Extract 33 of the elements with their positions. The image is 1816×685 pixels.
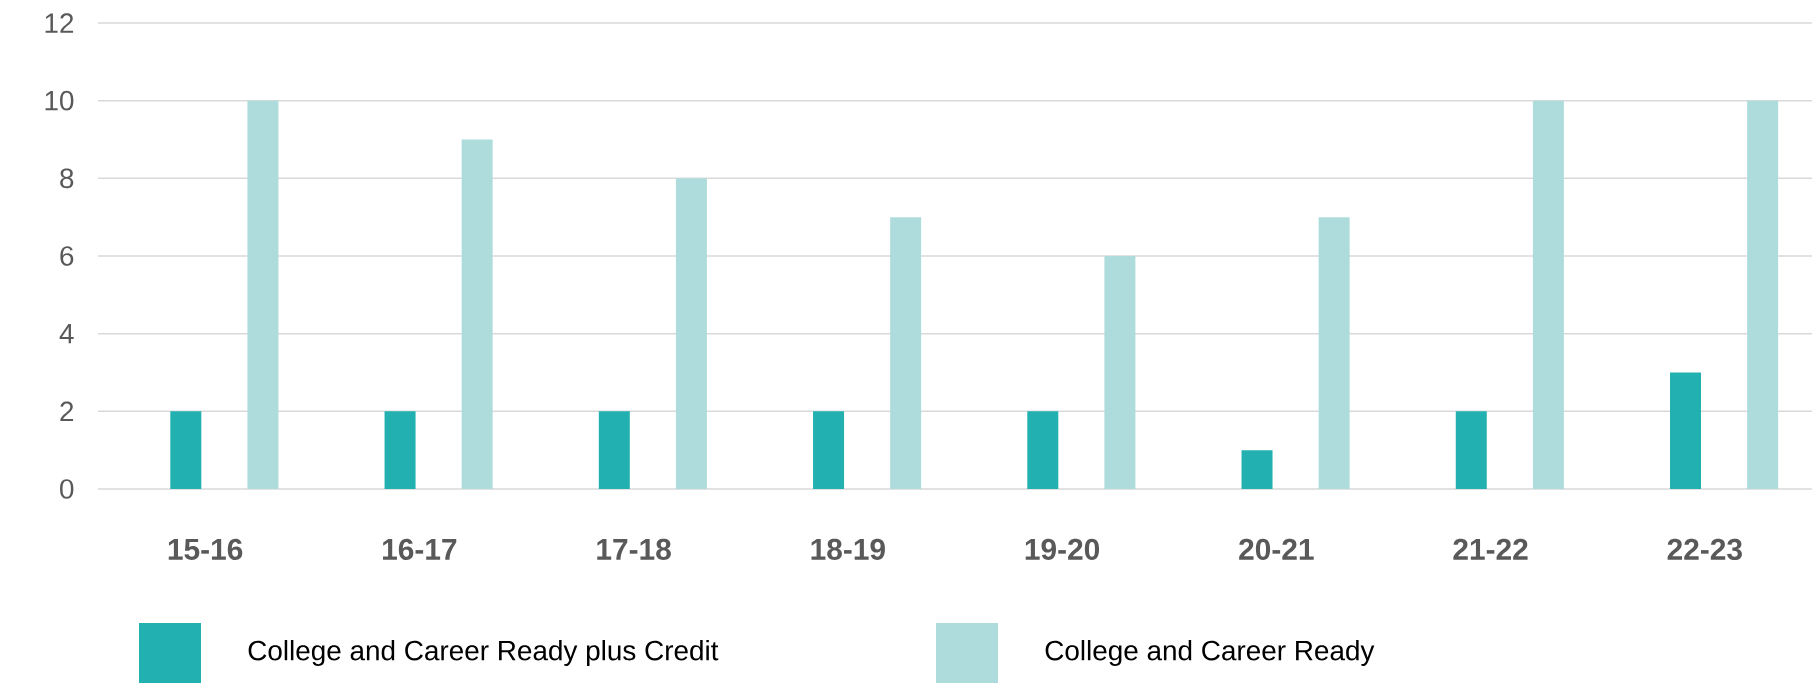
x-tick-label: 22-23 — [1667, 538, 1742, 560]
bar — [1455, 411, 1487, 489]
y-tick-label: 12 — [45, 13, 74, 33]
bar — [1670, 372, 1702, 489]
legend-label: College and Career Ready plus Credit — [248, 640, 719, 666]
x-tick-label: 17-18 — [597, 538, 671, 560]
bar — [170, 411, 202, 489]
bar — [461, 139, 493, 489]
y-tick-label: 2 — [60, 401, 74, 422]
y-tick-label: 4 — [59, 324, 74, 344]
bar — [1318, 217, 1350, 489]
bar — [598, 411, 630, 489]
bar — [890, 217, 922, 489]
legend-label: College and Career Ready — [1045, 640, 1375, 666]
x-tick-label: 15-16 — [168, 538, 243, 560]
bar — [675, 178, 707, 489]
bar — [384, 411, 416, 489]
y-tick-label: 0 — [60, 479, 74, 499]
x-tick-label: 18-19 — [811, 538, 885, 560]
x-tick-label: 20-21 — [1239, 538, 1314, 560]
bar — [1241, 450, 1273, 489]
x-tick-label: 16-17 — [383, 538, 457, 560]
bar — [1104, 256, 1136, 489]
y-tick-label: 10 — [45, 90, 74, 111]
x-tick-label: 21-22 — [1453, 538, 1528, 560]
bar — [1027, 411, 1059, 489]
bar — [1532, 100, 1564, 489]
bar — [813, 411, 845, 489]
bar — [1747, 100, 1779, 489]
y-tick-label: 8 — [60, 168, 74, 189]
bar — [247, 100, 279, 489]
x-tick-label: 19-20 — [1025, 538, 1100, 560]
y-tick-label: 6 — [60, 246, 74, 266]
